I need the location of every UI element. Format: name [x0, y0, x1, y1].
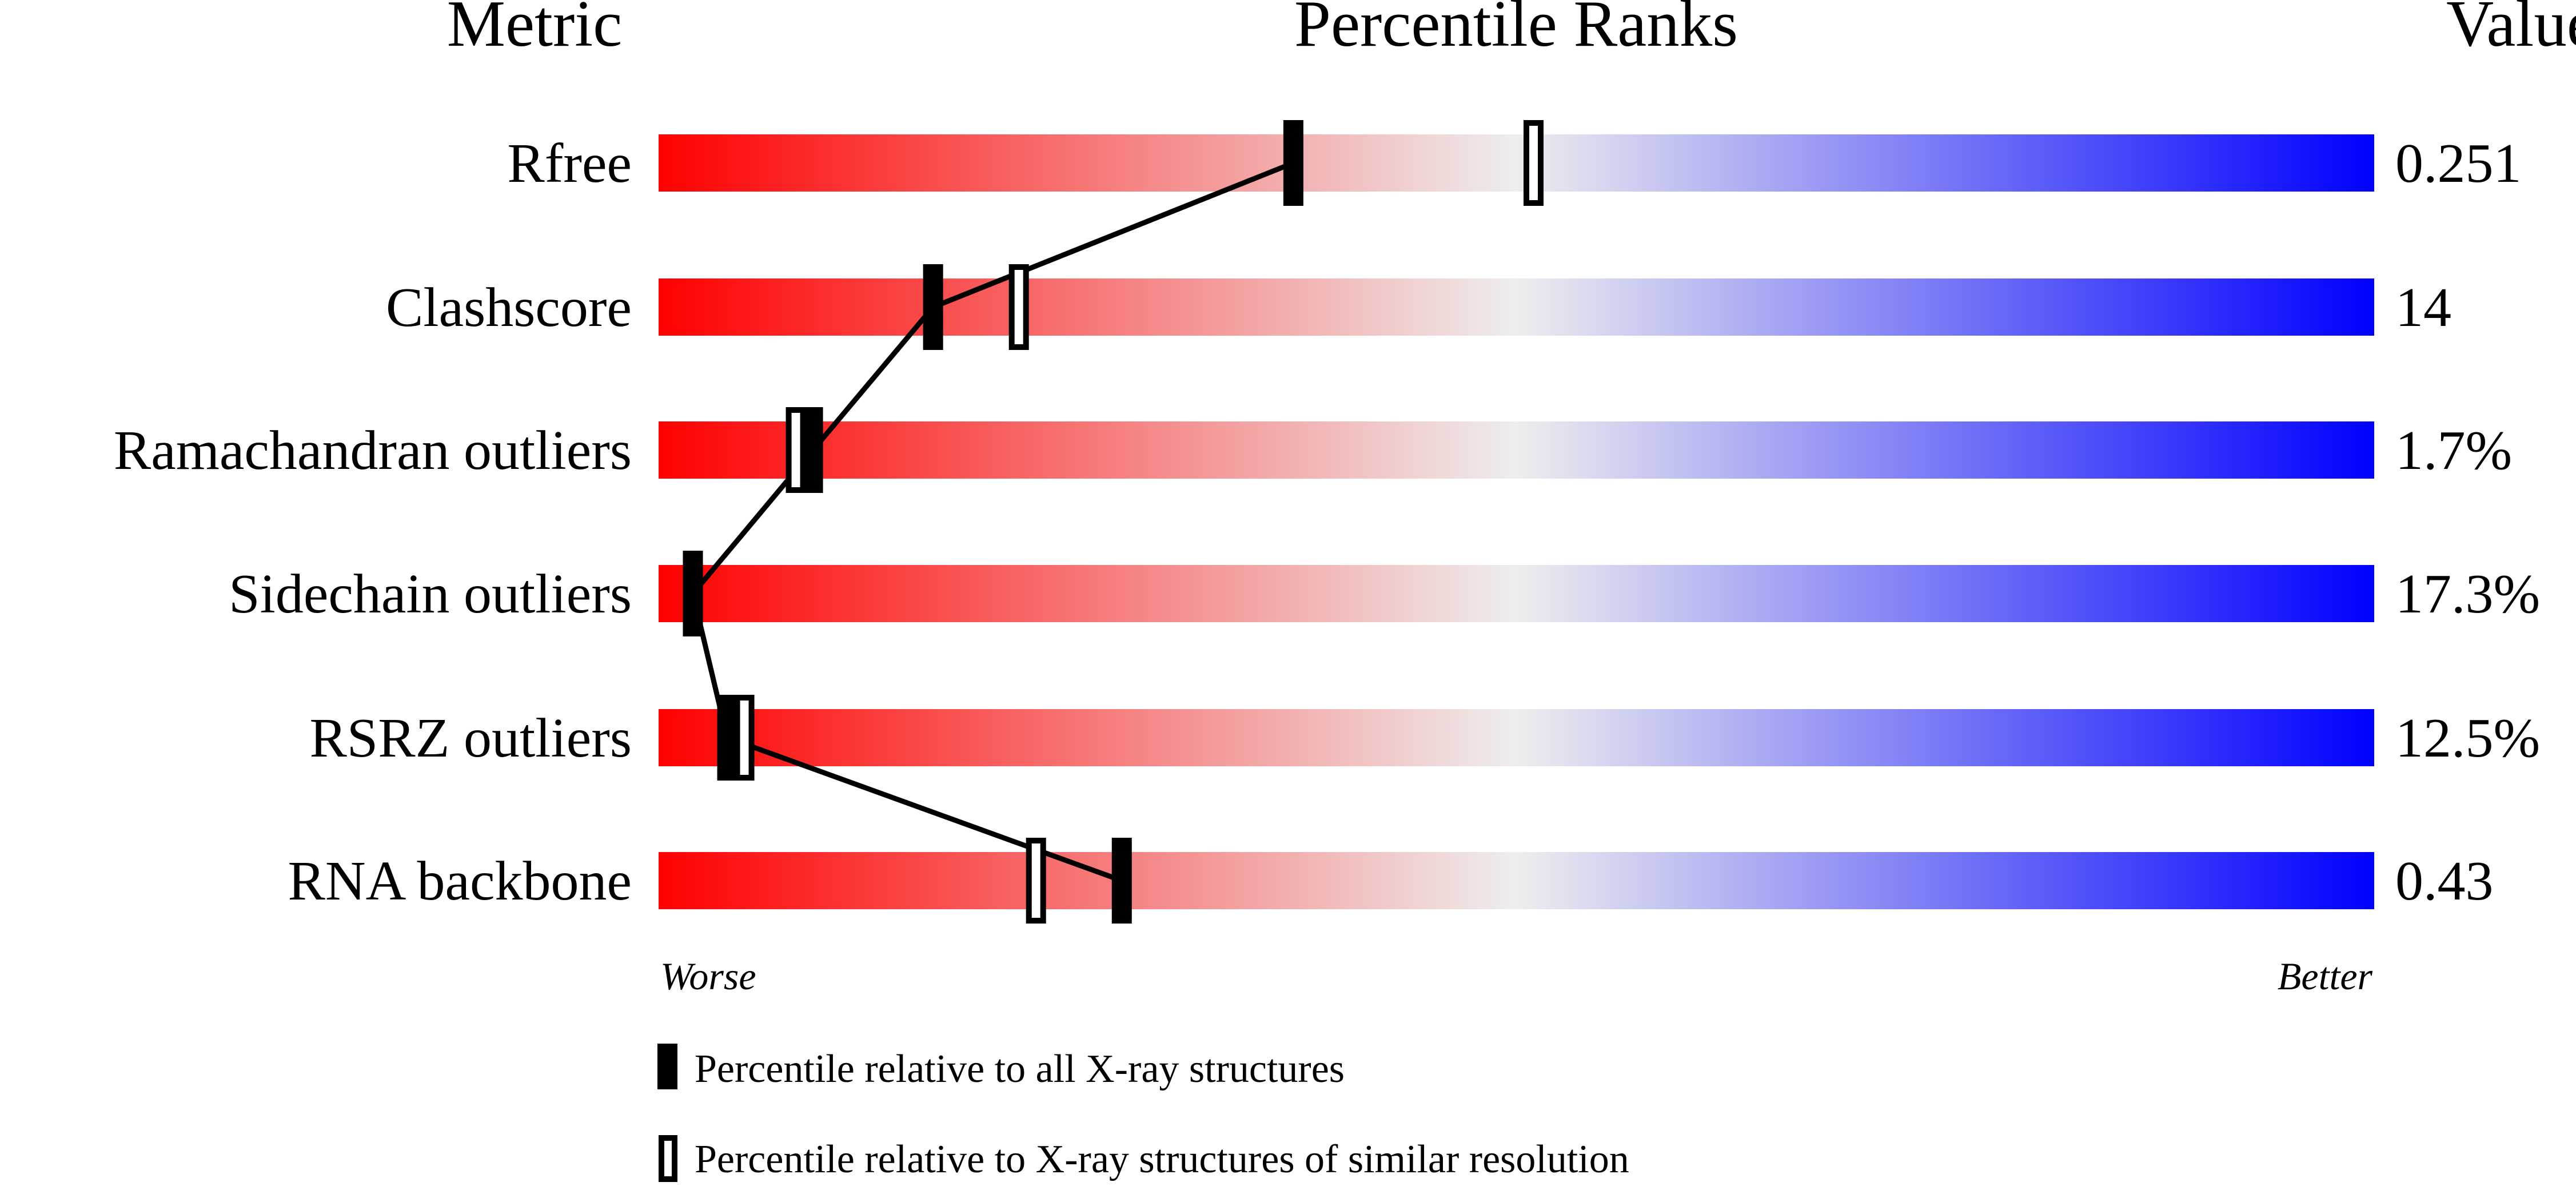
metric-label: Rfree: [507, 133, 632, 194]
marker-similar-resolution: [1026, 838, 1046, 924]
legend-similar-label: Percentile relative to X-ray structures …: [695, 1137, 1629, 1181]
percentile-bar: [659, 852, 2374, 909]
axis-better-label: Better: [2278, 954, 2373, 998]
axis-worse-label: Worse: [660, 954, 756, 998]
percentile-bar: [659, 421, 2374, 479]
percentile-bar: [659, 709, 2374, 766]
legend-all-marker: [657, 1044, 677, 1089]
marker-all-structures: [803, 407, 823, 493]
marker-all-structures: [683, 551, 703, 636]
legend-similar-marker: [659, 1135, 677, 1182]
marker-similar-resolution: [785, 407, 806, 493]
marker-similar-resolution: [1524, 120, 1544, 206]
metric-value: 12.5%: [2395, 707, 2540, 769]
metric-value: 14: [2395, 277, 2451, 339]
marker-similar-resolution: [734, 695, 755, 781]
header-value: Value: [2446, 0, 2576, 60]
legend-all-label: Percentile relative to all X-ray structu…: [695, 1047, 1345, 1091]
marker-all-structures: [717, 695, 737, 781]
marker-all-structures: [1283, 120, 1303, 206]
metric-label: RNA backbone: [288, 850, 632, 912]
percentile-bar: [659, 134, 2374, 192]
percentile-bar: [659, 278, 2374, 336]
percentile-bar: [659, 565, 2374, 622]
header-percentile: Percentile Ranks: [1294, 0, 1738, 60]
metric-value: 0.43: [2395, 850, 2494, 912]
metric-label: RSRZ outliers: [309, 707, 632, 769]
marker-similar-resolution: [1008, 264, 1029, 350]
marker-all-structures: [1111, 838, 1132, 924]
metric-value: 1.7%: [2395, 420, 2512, 481]
percentile-connector-line: [690, 160, 1295, 883]
metric-value: 17.3%: [2395, 563, 2540, 625]
header-metric: Metric: [447, 0, 623, 60]
metric-label: Ramachandran outliers: [114, 420, 632, 481]
metric-value: 0.251: [2395, 133, 2522, 194]
metric-label: Sidechain outliers: [229, 563, 632, 625]
marker-all-structures: [923, 264, 943, 350]
metric-label: Clashscore: [386, 277, 632, 339]
